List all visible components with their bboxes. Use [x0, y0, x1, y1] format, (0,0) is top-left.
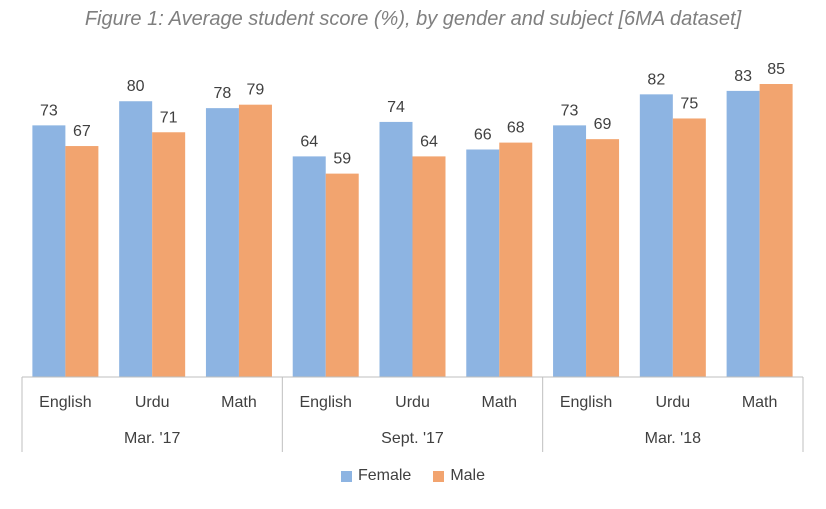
category-label: Urdu [655, 394, 690, 411]
bar-male [759, 84, 793, 377]
bar-male [238, 104, 272, 378]
category-label: English [299, 394, 351, 411]
data-label-male: 85 [767, 61, 785, 78]
category-label: Math [742, 394, 778, 411]
legend-label-female: Female [357, 467, 412, 484]
category-label: English [39, 394, 91, 411]
data-label-male: 75 [680, 95, 698, 112]
data-label-female: 83 [734, 68, 752, 85]
bar-female [379, 121, 413, 377]
category-label: English [560, 394, 612, 411]
legend: Female Male [0, 467, 826, 485]
data-label-male: 69 [594, 116, 612, 133]
bar-male [672, 118, 706, 378]
legend-item-male: Male [433, 467, 485, 485]
data-label-female: 64 [300, 133, 318, 150]
data-label-female: 78 [214, 85, 232, 102]
group-label: Mar. '17 [124, 430, 181, 447]
bar-male [499, 142, 533, 377]
legend-swatch-male [433, 470, 445, 482]
bar-female [639, 94, 673, 377]
chart-title: Figure 1: Average student score (%), by … [84, 8, 742, 30]
bar-male [412, 156, 446, 377]
legend-label-male: Male [450, 467, 486, 484]
data-label-male: 59 [333, 151, 351, 168]
group-label: Sept. '17 [381, 430, 444, 447]
data-label-male: 71 [160, 109, 178, 126]
data-label-female: 66 [474, 126, 492, 143]
bar-female [205, 108, 239, 378]
bar-female [726, 90, 760, 378]
category-label: Math [221, 394, 257, 411]
data-label-female: 73 [40, 102, 58, 119]
data-label-male: 68 [507, 120, 525, 137]
bar-male [152, 132, 186, 377]
bar-female [466, 149, 500, 377]
category-label: Urdu [395, 394, 430, 411]
group-label: Mar. '18 [645, 430, 702, 447]
bar-male [65, 146, 99, 377]
data-label-male: 67 [73, 123, 91, 140]
data-label-female: 82 [647, 71, 665, 88]
bar-female [119, 101, 153, 377]
bar-female [553, 125, 587, 377]
bar-male [586, 139, 620, 377]
legend-swatch-female [340, 470, 352, 482]
data-label-female: 80 [127, 78, 145, 95]
bar-female [292, 156, 326, 377]
data-label-female: 73 [561, 102, 579, 119]
bar-female [32, 125, 66, 377]
category-label: Math [481, 394, 517, 411]
data-label-female: 74 [387, 99, 405, 116]
bar-male [325, 173, 359, 377]
data-label-male: 79 [247, 82, 265, 99]
legend-item-female: Female [340, 467, 412, 485]
category-label: Urdu [135, 394, 170, 411]
data-label-male: 64 [420, 133, 438, 150]
